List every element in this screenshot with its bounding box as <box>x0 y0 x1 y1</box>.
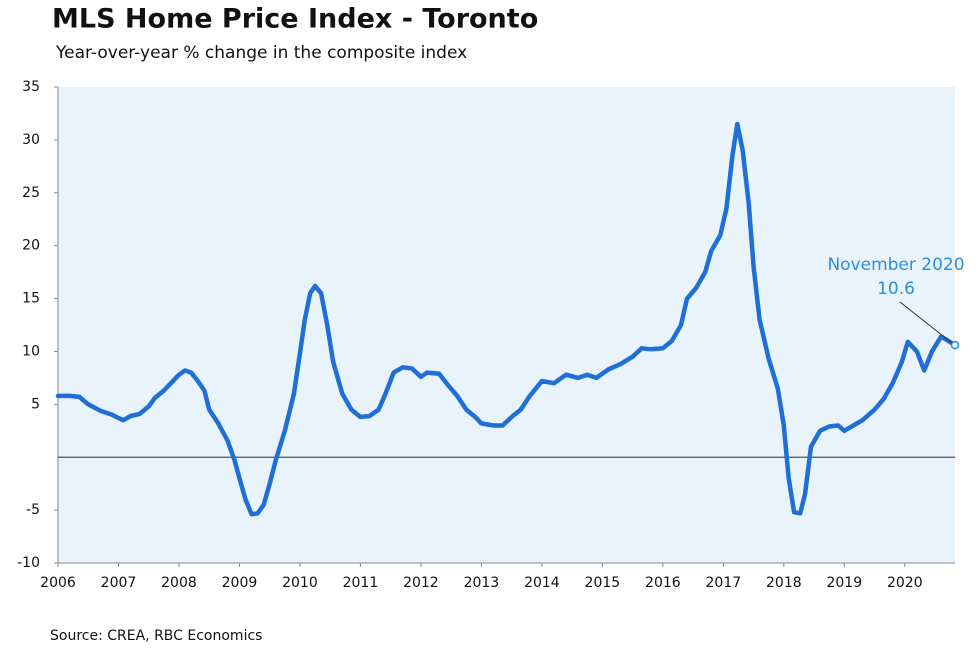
chart-subtitle: Year-over-year % change in the composite… <box>55 43 467 63</box>
annotation: November 2020 <box>827 255 964 275</box>
x-tick-label: 2008 <box>161 575 197 591</box>
x-tick-label: 2019 <box>826 575 862 591</box>
x-tick-label: 2016 <box>645 575 681 591</box>
line <box>55 121 958 517</box>
annotation-leader <box>899 301 953 344</box>
end-marker <box>950 340 960 350</box>
y-tick-label: 5 <box>31 396 40 412</box>
x-tick-label: 2013 <box>464 575 500 591</box>
x-tick-label: 2015 <box>585 575 621 591</box>
x-tick-label: 2014 <box>524 575 560 591</box>
y-tick-label: 25 <box>22 185 40 201</box>
x-tick-label: 2009 <box>222 575 258 591</box>
chart-title: MLS Home Price Index - Toronto <box>52 4 538 35</box>
x-tick-label: 2018 <box>766 575 802 591</box>
x-tick-label: 2006 <box>40 575 76 591</box>
x-tick-label: 2020 <box>887 575 923 591</box>
x-tick-label: 2017 <box>706 575 742 591</box>
source: Source: CREA, RBC Economics <box>50 628 262 644</box>
value-label: 10.6 <box>877 279 915 299</box>
y-tick-label: 35 <box>22 79 40 95</box>
y-tick-label: 10 <box>22 343 40 359</box>
y-tick-label: 30 <box>22 132 40 148</box>
plot-area <box>58 87 955 563</box>
y-tick-label: -5 <box>26 502 40 518</box>
x-tick-label: 2011 <box>343 575 379 591</box>
y-tick-label: 15 <box>22 291 40 307</box>
y-tick-label: 20 <box>22 238 40 254</box>
x-tick-label: 2007 <box>101 575 137 591</box>
y-tick-label: -10 <box>17 555 40 571</box>
x-tick-label: 2012 <box>403 575 439 591</box>
x-tick-label: 2010 <box>282 575 318 591</box>
